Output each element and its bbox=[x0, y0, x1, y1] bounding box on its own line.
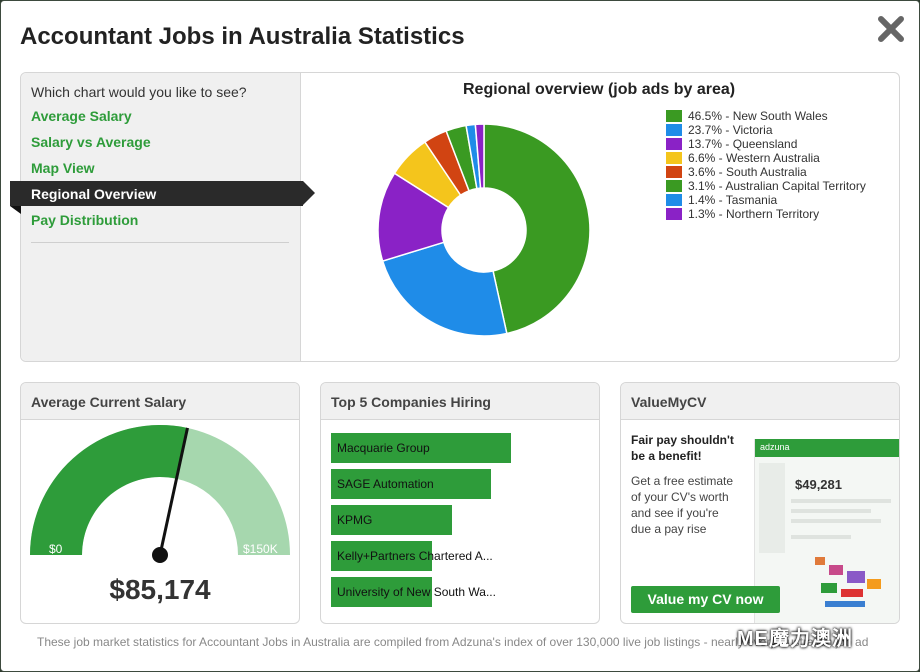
salary-card: Average Current Salary $0 $150K $85,174 bbox=[20, 382, 300, 624]
valuemycv-headline: Fair pay shouldn't be a benefit! bbox=[631, 433, 734, 463]
valuemycv-card: ValueMyCV Fair pay shouldn't be a benefi… bbox=[620, 382, 900, 624]
option-regional-overview[interactable]: Regional Overview bbox=[31, 186, 157, 202]
company-bar bbox=[331, 541, 432, 571]
gauge-max-label: $150K bbox=[243, 542, 278, 556]
preview-wordcloud bbox=[759, 463, 891, 607]
chooser-question: Which chart would you like to see? bbox=[31, 84, 247, 100]
company-row[interactable]: SAGE Automation bbox=[331, 469, 591, 499]
company-bar bbox=[331, 433, 511, 463]
valuemycv-card-header: ValueMyCV bbox=[621, 383, 899, 420]
salary-gauge bbox=[30, 425, 290, 563]
legend-label: 23.7% - Victoria bbox=[688, 123, 773, 137]
option-pay-distribution[interactable]: Pay Distribution bbox=[31, 212, 139, 228]
donut-slice-new-south-wales[interactable] bbox=[483, 123, 591, 335]
valuemycv-body: Get a free estimate of your CV's worth a… bbox=[631, 474, 734, 536]
legend-label: 6.6% - Western Australia bbox=[688, 151, 820, 165]
gauge-min-label: $0 bbox=[49, 542, 63, 556]
company-bar bbox=[331, 577, 432, 607]
close-icon[interactable] bbox=[877, 15, 905, 43]
legend-swatch bbox=[666, 166, 682, 178]
gauge-fill bbox=[30, 425, 188, 555]
footer-note: These job market statistics for Accounta… bbox=[37, 635, 869, 649]
company-bar bbox=[331, 469, 491, 499]
donut-slice-victoria[interactable] bbox=[381, 241, 508, 337]
watermark: ME魔力澳洲 bbox=[737, 628, 853, 650]
preview-header-bar: adzuna bbox=[755, 439, 899, 457]
option-salary-vs-average[interactable]: Salary vs Average bbox=[31, 134, 151, 150]
regional-donut-chart bbox=[377, 123, 591, 337]
companies-card-title: Top 5 Companies Hiring bbox=[331, 394, 491, 410]
chart-panel: Which chart would you like to see? Avera… bbox=[10, 72, 900, 362]
preview-logo: adzuna bbox=[760, 442, 790, 452]
legend-label: 3.6% - South Australia bbox=[688, 165, 807, 179]
company-name: Macquarie Group bbox=[337, 441, 430, 455]
legend-label: 3.1% - Australian Capital Territory bbox=[688, 179, 866, 193]
legend-swatch bbox=[666, 194, 682, 206]
legend-label: 1.3% - Northern Territory bbox=[688, 207, 820, 221]
legend-label: 1.4% - Tasmania bbox=[688, 193, 778, 207]
companies-card-header: Top 5 Companies Hiring bbox=[321, 383, 599, 420]
chart-chooser: Which chart would you like to see? Avera… bbox=[10, 73, 315, 361]
legend-swatch bbox=[666, 180, 682, 192]
average-salary-value: $85,174 bbox=[109, 574, 211, 605]
valuemycv-card-title: ValueMyCV bbox=[631, 394, 707, 410]
preview-amount: $49,281 bbox=[795, 477, 842, 492]
active-option-highlight bbox=[10, 181, 315, 206]
legend-label: 13.7% - Queensland bbox=[688, 137, 798, 151]
active-option-fold bbox=[10, 206, 21, 214]
legend-swatch bbox=[666, 138, 682, 150]
company-name: Kelly+Partners Chartered A... bbox=[337, 549, 493, 563]
company-row[interactable]: Macquarie Group bbox=[331, 433, 591, 463]
gauge-needle bbox=[158, 427, 189, 556]
gauge-hub bbox=[152, 547, 168, 563]
legend-swatch bbox=[666, 124, 682, 136]
legend-swatch bbox=[666, 110, 682, 122]
donut-slice-northern-territory[interactable] bbox=[474, 123, 485, 189]
chooser-divider bbox=[31, 242, 289, 243]
option-map-view[interactable]: Map View bbox=[31, 160, 95, 176]
company-bar bbox=[331, 505, 452, 535]
company-name: KPMG bbox=[337, 513, 373, 527]
company-name: SAGE Automation bbox=[337, 477, 434, 491]
salary-card-title: Average Current Salary bbox=[31, 394, 187, 410]
company-row[interactable]: University of New South Wa... bbox=[331, 577, 591, 607]
salary-card-header: Average Current Salary bbox=[21, 383, 299, 420]
company-row[interactable]: KPMG bbox=[331, 505, 591, 535]
modal-title: Accountant Jobs in Australia Statistics bbox=[20, 23, 465, 50]
companies-card: Top 5 Companies Hiring Macquarie Group SA… bbox=[320, 382, 600, 624]
legend-swatch bbox=[666, 208, 682, 220]
company-row[interactable]: Kelly+Partners Chartered A... bbox=[331, 541, 591, 571]
value-my-cv-button[interactable]: Value my CV now bbox=[631, 586, 780, 613]
chart-title: Regional overview (job ads by area) bbox=[463, 81, 736, 98]
legend-label: 46.5% - New South Wales bbox=[688, 109, 828, 123]
option-average-salary[interactable]: Average Salary bbox=[31, 108, 132, 124]
legend-swatch bbox=[666, 152, 682, 164]
company-name: University of New South Wa... bbox=[337, 585, 496, 599]
